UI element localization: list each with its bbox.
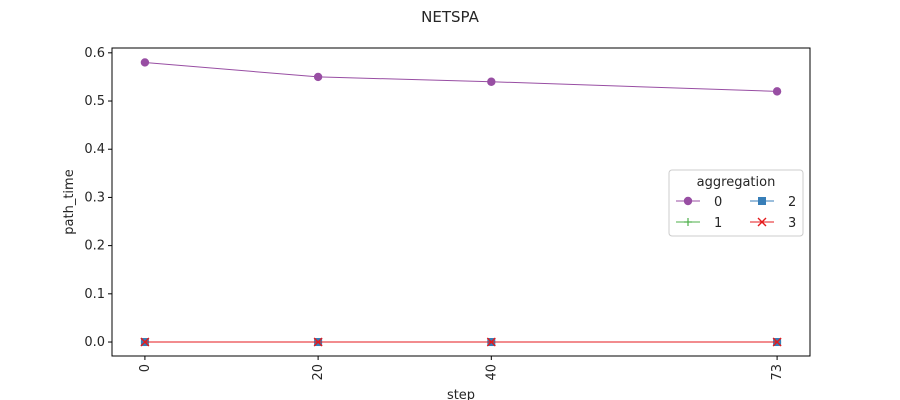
y-axis-label: path_time [62, 169, 77, 234]
data-point [772, 337, 782, 347]
data-point [758, 197, 766, 205]
legend-title: aggregation [697, 175, 776, 190]
data-point [313, 337, 323, 347]
legend-item-0: 0 [676, 195, 722, 210]
data-point [772, 87, 782, 96]
y-tick-label: 0.3 [84, 190, 105, 205]
data-point [140, 58, 150, 67]
data-point [140, 337, 150, 347]
legend-label: 1 [714, 216, 722, 231]
series-0 [140, 58, 782, 96]
legend-item-1: 1 [676, 216, 722, 231]
y-tick-label: 0.1 [84, 287, 105, 302]
legend: aggregation 0 1 2 3 [668, 169, 804, 237]
legend-item-3: 3 [750, 216, 796, 231]
chart-title: NETSPA [421, 8, 479, 26]
y-tick-label: 0.5 [84, 94, 105, 109]
x-tick-label: 0 [138, 364, 153, 372]
y-tick-label: 0.4 [84, 142, 105, 157]
legend-label: 2 [788, 195, 796, 210]
y-tick-label: 0.6 [84, 46, 105, 61]
legend-item-2: 2 [750, 195, 796, 210]
x-axis-label: step [447, 388, 475, 400]
y-tick-label: 0.0 [84, 335, 105, 350]
data-point [487, 77, 496, 86]
plot-frame [111, 47, 811, 357]
data-point [486, 337, 496, 347]
data-point [684, 218, 692, 226]
x-tick-label: 40 [484, 364, 499, 381]
series-3 [140, 337, 782, 347]
series-line [144, 61, 778, 92]
legend-label: 0 [714, 195, 722, 210]
y-axis: 0.0 0.1 0.2 0.3 0.4 0.5 0.6 [84, 46, 112, 350]
x-tick-label: 73 [770, 364, 785, 381]
y-tick-label: 0.2 [84, 239, 105, 254]
data-point [683, 196, 693, 206]
data-point [757, 217, 767, 227]
x-axis: 0 20 40 73 [138, 356, 785, 381]
legend-box [668, 169, 804, 237]
data-point [313, 72, 323, 82]
x-tick-label: 20 [311, 364, 326, 381]
legend-label: 3 [788, 216, 796, 231]
series-layer [140, 58, 782, 347]
